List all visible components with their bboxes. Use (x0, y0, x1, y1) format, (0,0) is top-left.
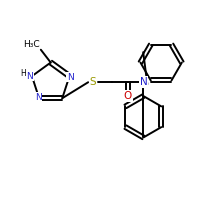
Text: S: S (90, 77, 96, 87)
Text: N: N (35, 93, 41, 102)
Text: H: H (20, 69, 26, 78)
Text: N: N (27, 72, 33, 81)
Text: N: N (67, 73, 74, 82)
Text: H₃C: H₃C (23, 40, 39, 49)
Text: N: N (140, 77, 147, 87)
Text: O: O (123, 91, 132, 101)
